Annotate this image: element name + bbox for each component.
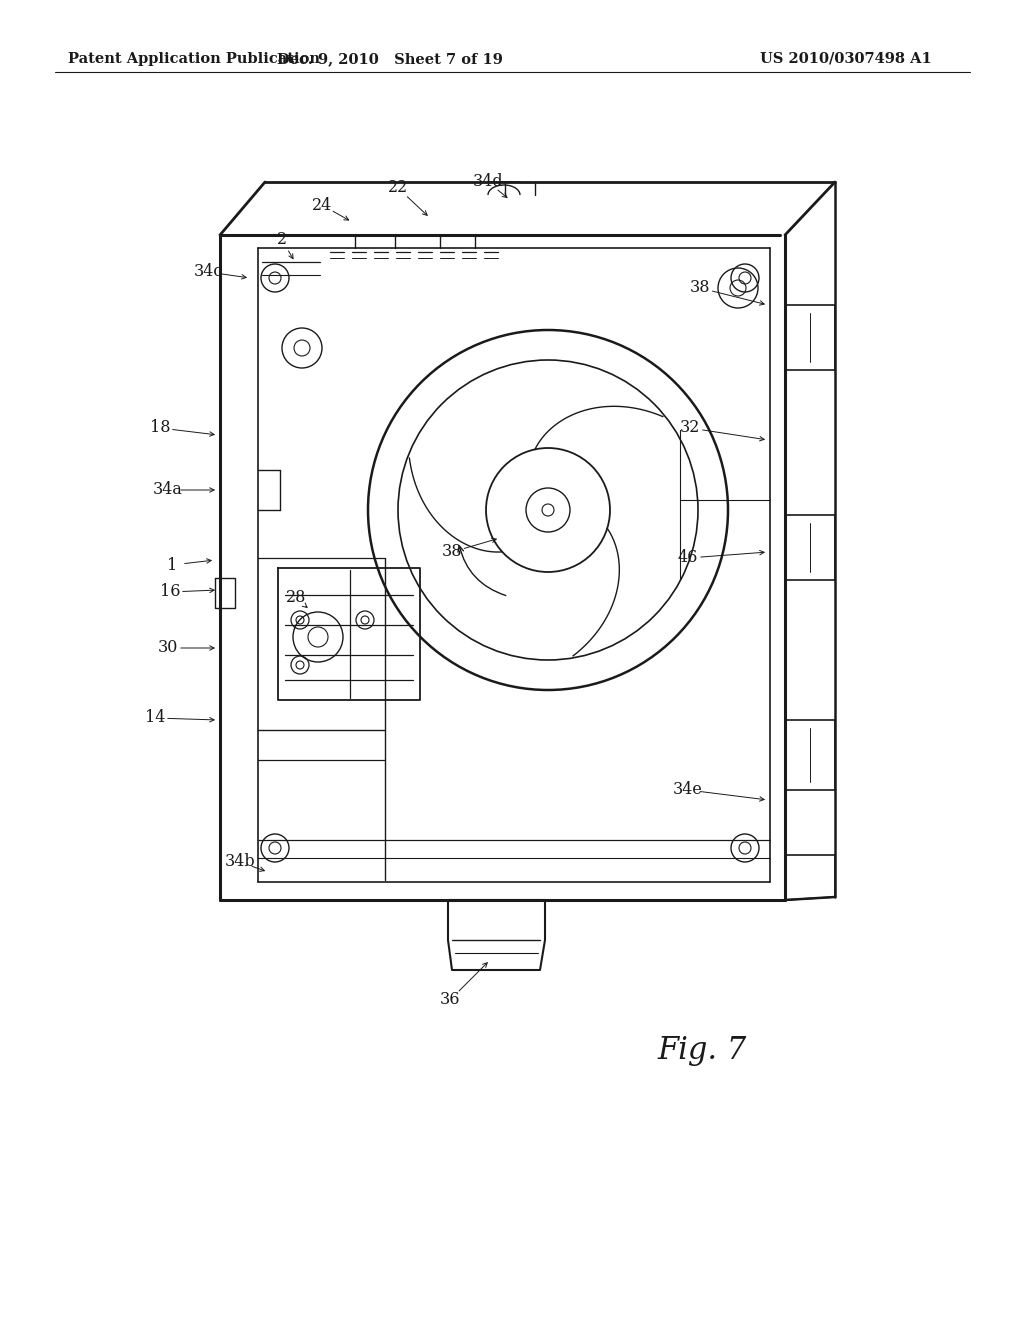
Text: 34a: 34a (153, 482, 183, 499)
Text: 34e: 34e (673, 781, 702, 799)
Text: Fig. 7: Fig. 7 (657, 1035, 746, 1065)
Text: 32: 32 (680, 420, 700, 437)
Text: 28: 28 (286, 590, 306, 606)
Text: 2: 2 (276, 231, 287, 248)
Text: US 2010/0307498 A1: US 2010/0307498 A1 (760, 51, 932, 66)
Text: 34b: 34b (224, 854, 255, 870)
Text: 36: 36 (439, 991, 460, 1008)
Text: 18: 18 (150, 420, 170, 437)
Text: 30: 30 (158, 639, 178, 656)
Text: 16: 16 (160, 583, 180, 601)
Text: 46: 46 (678, 549, 698, 566)
Text: 22: 22 (388, 180, 409, 197)
Text: 34d: 34d (473, 173, 504, 190)
Text: Patent Application Publication: Patent Application Publication (68, 51, 319, 66)
Text: 34c: 34c (194, 264, 222, 281)
Text: 38: 38 (690, 280, 711, 297)
Text: Dec. 9, 2010   Sheet 7 of 19: Dec. 9, 2010 Sheet 7 of 19 (278, 51, 503, 66)
Text: 1: 1 (167, 557, 177, 573)
Text: 38: 38 (441, 544, 462, 561)
Text: 24: 24 (312, 197, 332, 214)
Text: 14: 14 (144, 710, 165, 726)
